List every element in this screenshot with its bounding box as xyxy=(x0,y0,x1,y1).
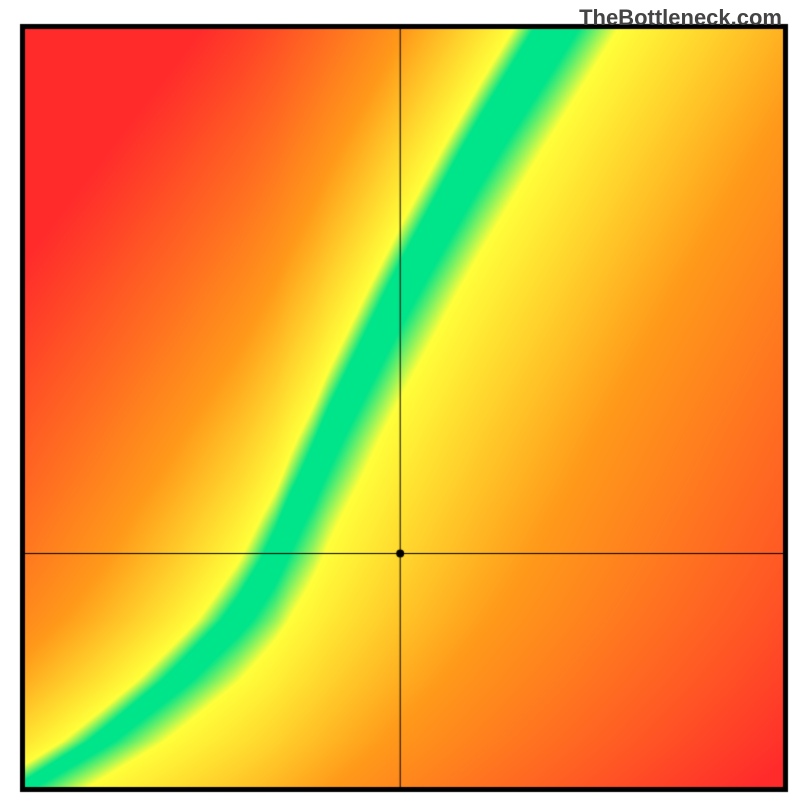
bottleneck-heatmap-canvas xyxy=(0,0,800,800)
watermark-text: TheBottleneck.com xyxy=(579,5,782,31)
